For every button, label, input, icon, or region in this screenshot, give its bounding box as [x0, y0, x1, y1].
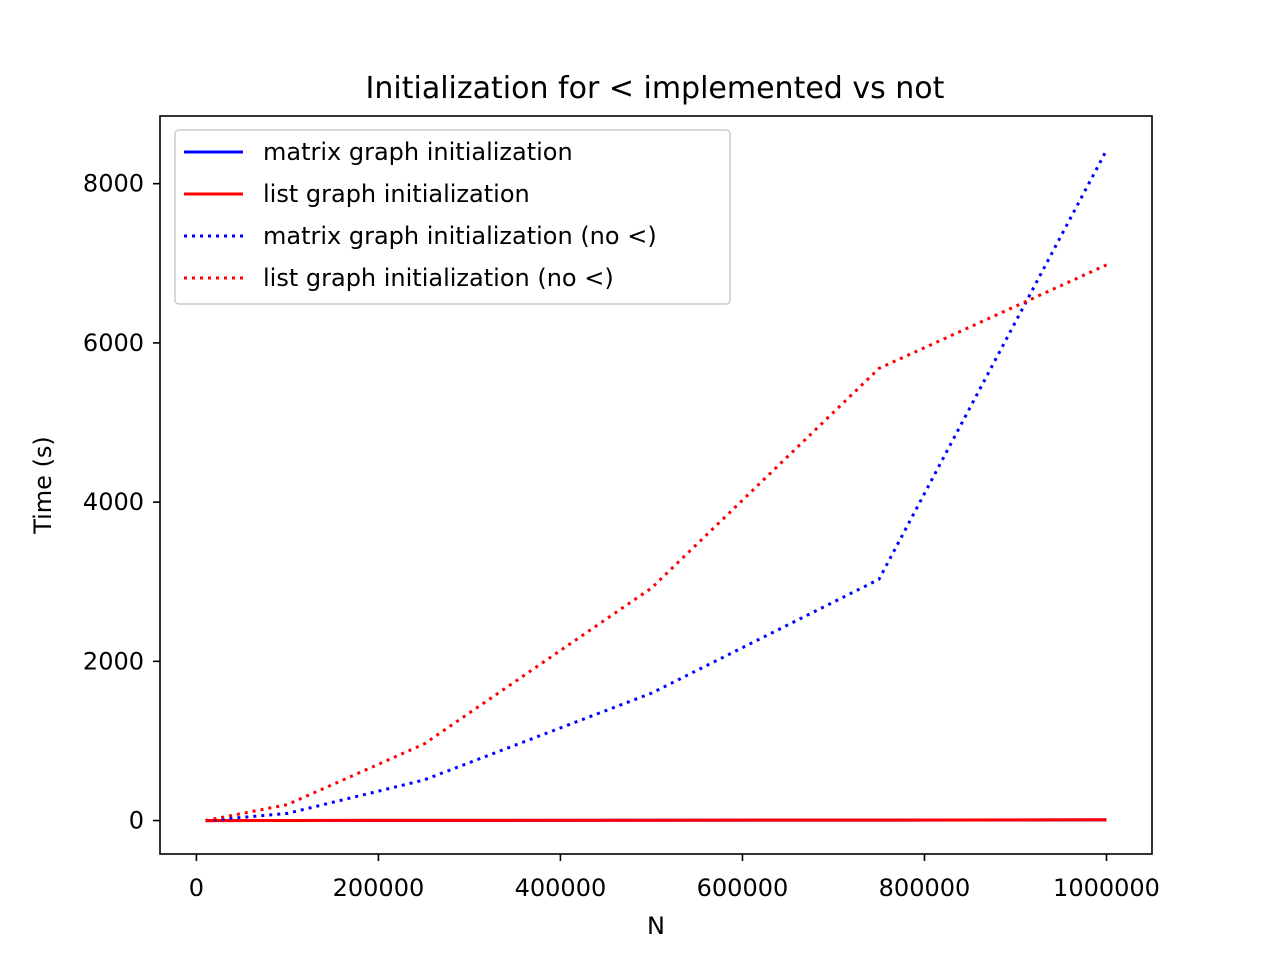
x-tick-label: 600000: [697, 874, 789, 902]
x-axis-label: N: [647, 912, 665, 940]
x-tick-label: 0: [189, 874, 204, 902]
series-line-2: [205, 818, 1107, 823]
legend: matrix graph initialization list graph in…: [174, 129, 731, 305]
chart-title: Initialization for < implemented vs not: [366, 71, 945, 106]
x-tick-label: 800000: [879, 874, 971, 902]
y-tick-label: 2000: [83, 647, 144, 675]
legend-label-1: matrix graph initialization: [263, 138, 573, 166]
plot-area-frame: [159, 115, 1153, 855]
y-tick-label: 0: [129, 807, 144, 835]
y-axis-label: Time (s): [29, 436, 57, 535]
legend-box: [174, 129, 731, 305]
x-tick-label: 1000000: [1053, 874, 1160, 902]
legend-label-4: list graph initialization (no <): [263, 264, 614, 292]
legend-label-3: matrix graph initialization (no <): [263, 222, 657, 250]
y-tick-label: 6000: [83, 329, 144, 357]
x-tick-label: 400000: [515, 874, 607, 902]
x-axis-ticks: 0 200000 400000 600000 800000 1000000: [189, 854, 1160, 902]
series-layer: [205, 149, 1108, 823]
legend-label-2: list graph initialization: [263, 180, 530, 208]
series-line-3: [205, 149, 1108, 823]
x-tick-label: 200000: [333, 874, 425, 902]
y-tick-label: 4000: [83, 488, 144, 516]
series-line-4: [205, 263, 1108, 823]
y-axis-ticks: 0 2000 4000 6000 8000: [83, 170, 160, 835]
y-tick-label: 8000: [83, 170, 144, 198]
